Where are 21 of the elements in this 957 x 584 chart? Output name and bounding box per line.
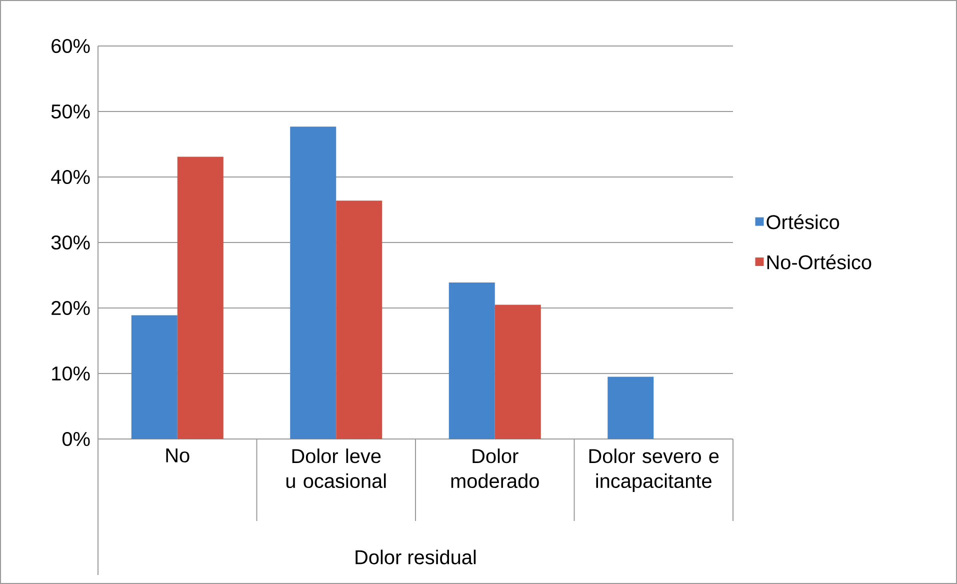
y-tick-label: 30% (51, 235, 90, 250)
bar (290, 126, 336, 440)
x-tick-label: Dolor moderado (451, 448, 539, 488)
bar (336, 200, 382, 440)
x-tick-label: Dolor leve u ocasional (286, 448, 386, 488)
bar (177, 156, 224, 440)
legend-label: Ortésico (766, 214, 840, 230)
y-tick-label: 0% (62, 432, 90, 446)
legend-label: No-Ortésico (767, 254, 872, 270)
bar (131, 315, 178, 440)
y-tick-label: 50% (51, 104, 90, 119)
x-tick-label: No (166, 448, 190, 462)
y-tick-label: 20% (52, 300, 90, 316)
y-tick-label: 40% (51, 170, 90, 184)
y-tick-label: 60% (52, 38, 90, 54)
y-tick-label: 10% (52, 366, 90, 381)
bar (448, 282, 495, 440)
x-axis-title: Dolor residual (356, 550, 476, 564)
bar (494, 304, 541, 440)
bar (608, 376, 654, 440)
x-tick-label: Dolor severo e incapacitante (589, 448, 719, 492)
